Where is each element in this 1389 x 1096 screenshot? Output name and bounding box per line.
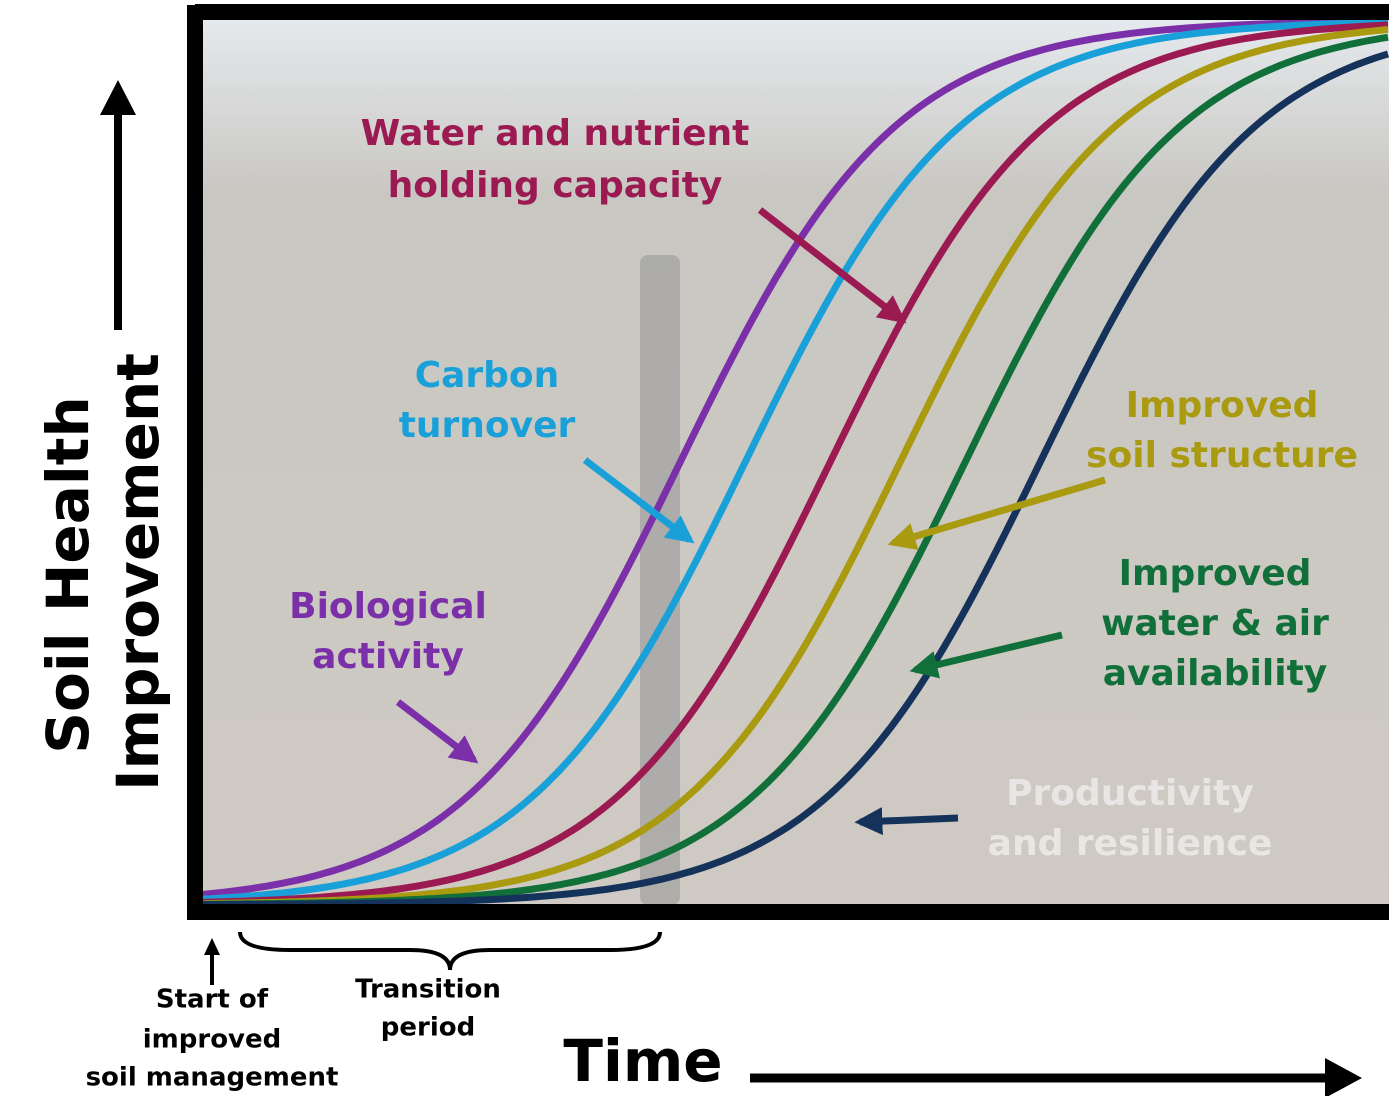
transition-label: period bbox=[381, 1013, 475, 1043]
curve-label: water & air bbox=[1101, 603, 1329, 644]
frame bbox=[187, 4, 1389, 920]
label-arrow bbox=[909, 631, 1063, 679]
curve-label: Carbon bbox=[415, 355, 560, 396]
y-arrowhead bbox=[100, 80, 136, 115]
curve-label: turnover bbox=[399, 405, 576, 446]
label-arrow bbox=[854, 807, 959, 836]
transition-brace bbox=[238, 931, 662, 971]
curve-label: Improved bbox=[1126, 385, 1319, 426]
curve bbox=[199, 17, 1388, 899]
curve-label: activity bbox=[312, 636, 464, 677]
curve bbox=[200, 50, 1389, 909]
curve-label: and resilience bbox=[988, 823, 1273, 864]
curve bbox=[200, 26, 1389, 908]
curve-label: holding capacity bbox=[388, 165, 723, 206]
label-arrow bbox=[887, 476, 1106, 551]
y-axis-label: Improvement bbox=[104, 353, 172, 791]
label-arrow bbox=[757, 207, 907, 324]
curve-label: soil structure bbox=[1086, 435, 1358, 476]
x-axis-label: Time bbox=[563, 1027, 722, 1095]
start-label: improved bbox=[143, 1025, 282, 1055]
label-arrow bbox=[582, 457, 695, 544]
y-axis-label: Soil Health bbox=[34, 396, 102, 754]
start-label: soil management bbox=[86, 1063, 339, 1093]
curve-label: availability bbox=[1103, 653, 1328, 694]
curve bbox=[199, 21, 1389, 906]
curve bbox=[199, 18, 1389, 903]
background-photo bbox=[195, 12, 1389, 912]
curve-label: Productivity bbox=[1006, 773, 1254, 814]
transition-label: Transition bbox=[355, 975, 501, 1005]
start-label: Start of bbox=[156, 985, 269, 1015]
curve-label: Water and nutrient bbox=[361, 113, 750, 154]
curve-label: Improved bbox=[1119, 553, 1312, 594]
curve-label: Biological bbox=[289, 586, 487, 627]
x-arrowhead bbox=[1325, 1058, 1362, 1096]
start-arrowhead bbox=[204, 938, 220, 955]
label-arrow bbox=[395, 699, 479, 764]
